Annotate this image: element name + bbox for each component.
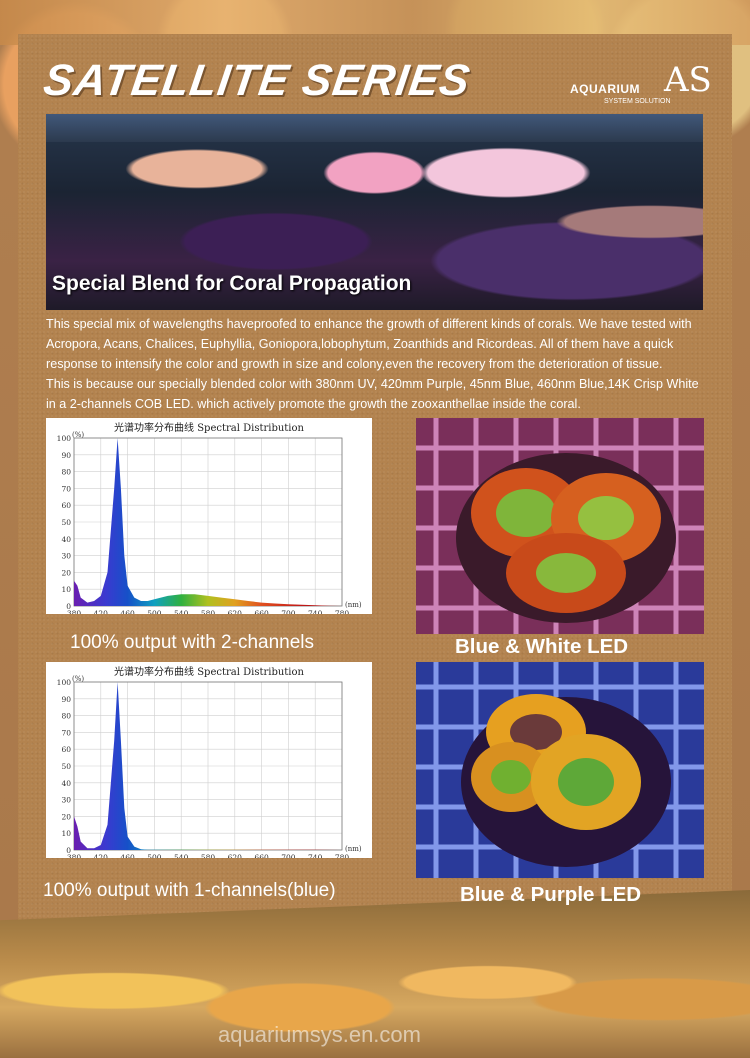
- y-axis-unit: (%): [72, 675, 84, 683]
- coral-illustration-2: [416, 662, 704, 878]
- hero-image: Special Blend for Coral Propagation: [46, 114, 703, 310]
- brand-logo: AQUARIUM SYSTEM SOLUTION AS: [570, 60, 712, 112]
- coral-photo-blue-white: [416, 418, 704, 634]
- x-tick-label: 740: [308, 609, 323, 614]
- y-tick-label: 100: [57, 678, 72, 687]
- y-tick-label: 50: [61, 518, 71, 527]
- paragraph-1: This special mix of wavelengths haveproo…: [46, 317, 692, 371]
- x-tick-label: 780: [335, 853, 350, 858]
- photo-2-caption: Blue & Purple LED: [460, 883, 642, 906]
- x-tick-label: 620: [228, 609, 243, 614]
- y-tick-label: 40: [61, 535, 71, 544]
- x-tick-label: 780: [335, 609, 350, 614]
- y-tick-label: 90: [61, 695, 71, 704]
- x-tick-label: 500: [147, 853, 162, 858]
- y-tick-label: 30: [61, 552, 71, 561]
- x-tick-label: 580: [201, 609, 216, 614]
- x-tick-label: 580: [201, 853, 216, 858]
- y-tick-label: 80: [61, 712, 71, 721]
- x-tick-label: 500: [147, 609, 162, 614]
- y-tick-label: 90: [61, 451, 71, 460]
- footer-watermark: aquariumsys.en.com: [218, 1022, 421, 1047]
- x-axis-unit: (nm): [345, 601, 362, 609]
- x-tick-label: 700: [281, 609, 296, 614]
- x-tick-label: 460: [120, 609, 135, 614]
- logo-name: AQUARIUM: [570, 82, 640, 96]
- chart-title: 光谱功率分布曲线 Spectral Distribution: [114, 665, 305, 678]
- y-axis-unit: (%): [72, 431, 84, 439]
- y-tick-label: 60: [61, 501, 71, 510]
- y-tick-label: 100: [57, 434, 72, 443]
- hero-caption: Special Blend for Coral Propagation: [52, 272, 412, 295]
- coral-illustration-1: [416, 418, 704, 634]
- x-tick-label: 460: [120, 853, 135, 858]
- y-tick-label: 20: [61, 812, 71, 821]
- x-tick-label: 420: [94, 853, 109, 858]
- x-tick-label: 700: [281, 853, 296, 858]
- paragraph-2: This is because our specially blended co…: [46, 377, 699, 411]
- chart-1-caption: 100% output with 2-channels: [70, 632, 314, 653]
- bottom-coral-band: [0, 890, 750, 1058]
- x-tick-label: 540: [174, 853, 189, 858]
- y-tick-label: 80: [61, 468, 71, 477]
- spectral-chart-2-svg: 光谱功率分布曲线 Spectral Distribution 380 420 460 5…: [57, 665, 362, 858]
- x-tick-label: 660: [254, 609, 269, 614]
- x-axis-unit: (nm): [345, 845, 362, 853]
- y-tick-label: 30: [61, 796, 71, 805]
- y-tick-label: 70: [61, 728, 71, 737]
- photo-1-caption: Blue & White LED: [455, 635, 629, 658]
- x-tick-label: 660: [254, 853, 269, 858]
- x-tick-label: 420: [94, 609, 109, 614]
- x-tick-label: 380: [67, 609, 82, 614]
- y-tick-label: 40: [61, 779, 71, 788]
- y-tick-label: 20: [61, 568, 71, 577]
- y-tick-label: 50: [61, 762, 71, 771]
- x-tick-label: 740: [308, 853, 323, 858]
- y-tick-label: 10: [61, 585, 71, 594]
- logo-subtitle: SYSTEM SOLUTION: [604, 98, 671, 105]
- y-tick-label: 0: [66, 602, 71, 611]
- y-tick-label: 70: [61, 484, 71, 493]
- chart-2-caption: 100% output with 1-channels(blue): [43, 880, 336, 901]
- page-title: SATELLITE SERIES: [40, 56, 474, 105]
- spectral-chart-1: 光谱功率分布曲线 Spectral Distribution 380 420 460 5…: [46, 418, 372, 614]
- chart-title: 光谱功率分布曲线 Spectral Distribution: [114, 421, 305, 434]
- x-tick-label: 380: [67, 853, 82, 858]
- spectral-chart-1-svg: 光谱功率分布曲线 Spectral Distribution 380 420 460 5…: [57, 421, 362, 614]
- x-tick-label: 540: [174, 609, 189, 614]
- y-tick-label: 60: [61, 745, 71, 754]
- tank-glass: [46, 114, 703, 142]
- y-tick-label: 0: [66, 846, 71, 855]
- coral-photo-blue-purple: [416, 662, 704, 878]
- logo-mark: AS: [664, 60, 712, 100]
- spectral-chart-2: 光谱功率分布曲线 Spectral Distribution 380 420 460 5…: [46, 662, 372, 858]
- x-tick-label: 620: [228, 853, 243, 858]
- y-tick-label: 10: [61, 829, 71, 838]
